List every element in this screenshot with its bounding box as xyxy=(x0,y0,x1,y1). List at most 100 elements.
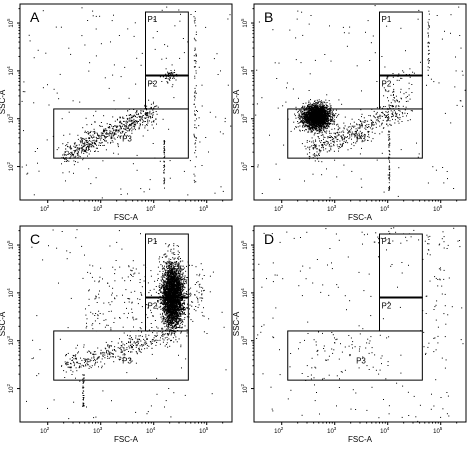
event-dot xyxy=(81,147,83,149)
event-dot xyxy=(332,113,334,115)
event-dot xyxy=(127,28,129,30)
event-dot xyxy=(261,97,263,99)
event-dot xyxy=(164,269,166,271)
event-dot xyxy=(375,123,377,125)
event-dot xyxy=(118,135,120,137)
event-dot xyxy=(435,169,437,171)
event-dot xyxy=(131,120,133,122)
event-dot xyxy=(323,142,325,144)
event-dot xyxy=(134,121,136,123)
event-dot xyxy=(214,192,216,194)
event-dot xyxy=(87,132,89,134)
event-dot xyxy=(333,142,335,144)
event-dot xyxy=(105,136,107,138)
event-dot xyxy=(390,105,392,106)
event-dot xyxy=(136,113,138,115)
event-dot xyxy=(201,105,203,107)
event-dot xyxy=(310,120,312,122)
event-dot xyxy=(304,105,306,107)
event-dot xyxy=(82,159,84,161)
event-dot xyxy=(302,122,304,124)
event-dot xyxy=(128,114,130,116)
event-dot xyxy=(388,136,390,138)
event-dot xyxy=(297,122,299,124)
event-dot xyxy=(311,121,313,123)
event-dot xyxy=(159,306,161,308)
event-dot xyxy=(326,120,328,121)
event-dot xyxy=(183,170,185,172)
event-dot xyxy=(326,105,328,107)
gate-label-p2: P2 xyxy=(382,80,392,89)
event-dot xyxy=(152,112,154,114)
event-dot xyxy=(117,144,119,146)
event-dot xyxy=(388,100,389,102)
event-dot xyxy=(323,126,324,128)
event-dot xyxy=(316,155,318,157)
event-dot xyxy=(131,123,133,125)
event-dot xyxy=(176,341,178,343)
x-axis-label: FSC-A xyxy=(348,213,373,222)
event-dot xyxy=(329,114,331,116)
event-dot xyxy=(396,115,398,117)
event-dot xyxy=(161,278,163,280)
event-dot xyxy=(309,156,311,158)
event-dot xyxy=(311,145,313,147)
event-dot xyxy=(315,114,316,115)
event-dot xyxy=(176,73,178,75)
event-dot xyxy=(194,143,196,145)
event-dot xyxy=(172,262,173,264)
event-dot xyxy=(331,110,333,112)
event-dot xyxy=(392,111,394,113)
event-dot xyxy=(171,267,173,269)
event-dot xyxy=(398,110,400,111)
event-dot xyxy=(325,123,327,125)
event-dot xyxy=(311,125,313,127)
event-dot xyxy=(146,116,148,118)
event-dot xyxy=(168,128,170,130)
event-dot xyxy=(122,125,123,127)
event-dot xyxy=(164,274,166,276)
gate-label-p1: P1 xyxy=(148,15,158,24)
event-dot xyxy=(310,109,312,111)
event-dot xyxy=(166,317,167,319)
event-dot xyxy=(110,138,112,140)
event-dot xyxy=(107,142,109,144)
event-dot xyxy=(99,142,101,144)
event-dot xyxy=(128,128,130,130)
event-dot xyxy=(319,129,321,131)
event-dot xyxy=(92,131,94,133)
event-dot xyxy=(311,111,312,113)
event-dot xyxy=(398,122,400,124)
event-dot xyxy=(361,90,362,92)
event-dot xyxy=(320,123,322,125)
event-dot xyxy=(90,144,92,146)
event-dot xyxy=(195,40,197,42)
event-dot xyxy=(309,129,311,131)
event-dot xyxy=(308,123,310,125)
event-dot xyxy=(21,166,23,168)
event-dot xyxy=(310,131,312,133)
y-tick-exp: 3 xyxy=(6,114,11,117)
event-dot xyxy=(375,119,377,121)
event-dot xyxy=(119,124,121,126)
event-dot xyxy=(393,94,394,95)
event-dot xyxy=(164,156,166,158)
event-dot xyxy=(322,146,324,148)
event-dot xyxy=(178,270,180,272)
event-dot xyxy=(102,134,104,136)
event-dot xyxy=(305,109,307,111)
event-dot xyxy=(164,164,165,166)
event-dot xyxy=(139,119,141,121)
event-dot xyxy=(331,137,333,138)
event-dot xyxy=(361,126,363,128)
event-dot xyxy=(127,117,129,119)
event-dot xyxy=(322,101,324,103)
event-dot xyxy=(321,161,323,163)
event-dot xyxy=(111,20,113,22)
event-dot xyxy=(399,110,401,112)
event-dot xyxy=(118,129,120,131)
event-dot xyxy=(170,259,172,260)
event-dot xyxy=(322,134,324,136)
event-dot xyxy=(317,117,319,119)
event-dot xyxy=(313,119,315,121)
